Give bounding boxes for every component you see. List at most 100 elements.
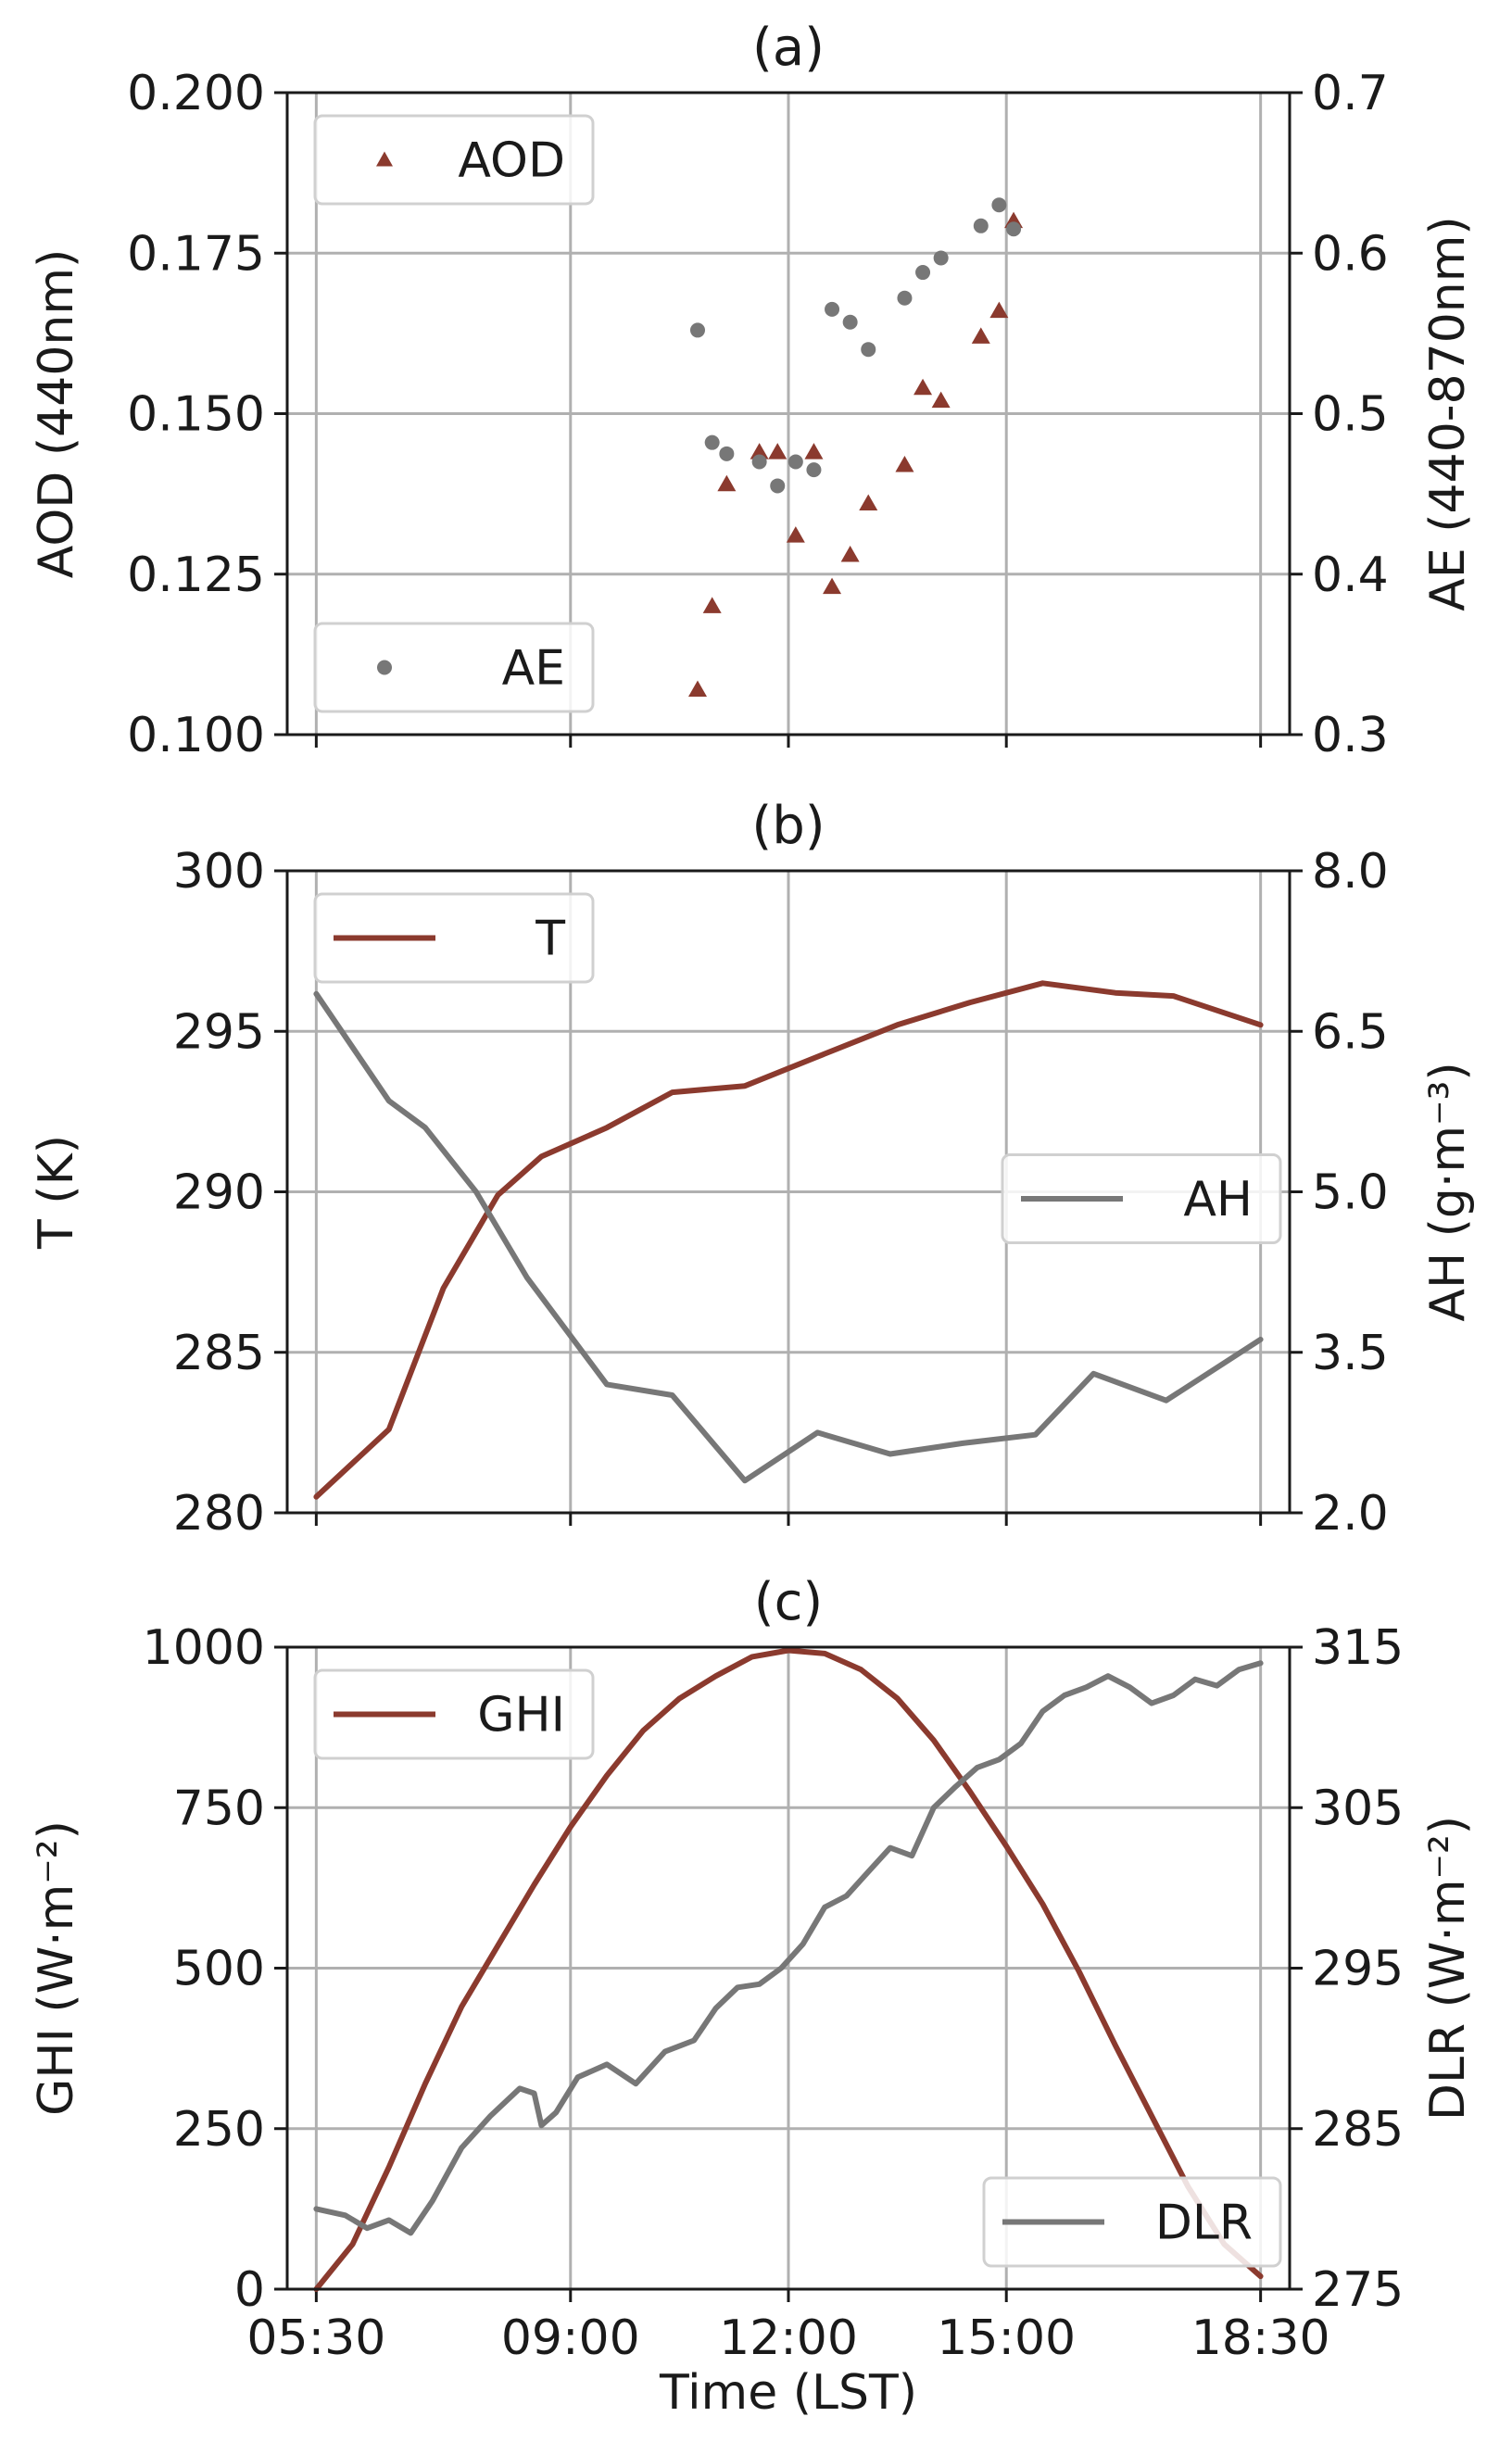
ghi-line (313, 1647, 1264, 2292)
y-left-tick-label: 290 (173, 1165, 265, 1221)
legend-box (313, 892, 595, 984)
panel-c: (c) 0 250 500 750 1000 275 285 295 305 315 05:30 09:… (29, 1572, 1476, 2366)
y-left-axis-label: GHI (W·m⁻²) (29, 1820, 84, 2116)
plot-frame (285, 1645, 1292, 2291)
panel-title: (b) (751, 796, 825, 856)
x-tick-label: 18:30 (1191, 2310, 1330, 2366)
y-right-tick-label: 275 (1312, 2262, 1404, 2318)
y-left-tick-label: 285 (173, 1326, 265, 1381)
y-right-tick-label: 295 (1312, 1942, 1404, 1997)
aod-point (859, 494, 878, 511)
y-left-axis-label: AOD (440nm) (29, 249, 84, 579)
aod-point (702, 597, 722, 613)
legend-t: T (313, 892, 595, 984)
ah-line (313, 990, 1264, 1484)
legend-box (313, 622, 595, 713)
y-left-tick-label: 300 (173, 844, 265, 900)
aod-point (823, 577, 842, 595)
legend-label: T (535, 912, 565, 967)
y-left-tick-label: 280 (173, 1486, 265, 1542)
plot-frame (285, 91, 1292, 736)
y-left-tick-label: 0.100 (127, 708, 265, 763)
series-ah (313, 990, 1264, 1484)
series-aod (687, 211, 1024, 697)
legend-ghi: GHI (313, 1668, 595, 1760)
legend-label: AE (502, 641, 565, 697)
y-right-tick-label: 305 (1312, 1781, 1404, 1836)
aod-point (914, 378, 933, 396)
ae-point (788, 454, 803, 470)
y-left-tick-label: 0.150 (127, 387, 265, 443)
y-right-tick-label: 0.3 (1312, 708, 1389, 763)
y-left-tick-label: 0.125 (127, 548, 265, 603)
x-axis-label: Time (LST) (659, 2365, 917, 2421)
y-right-axis-label: AE (440-870nm) (1420, 216, 1476, 610)
legend-dlr: DLR (982, 2176, 1282, 2268)
y-right-tick-label: 315 (1312, 1620, 1404, 1676)
aod-point (750, 443, 769, 459)
y-right-tick-label: 285 (1312, 2102, 1404, 2158)
legend-box (313, 114, 595, 206)
ae-point (861, 342, 876, 358)
series-ghi (313, 1647, 1264, 2292)
y-left-tick-label: 500 (173, 1942, 265, 1997)
legend-ah: AH (1001, 1153, 1282, 1244)
aod-point (804, 443, 824, 459)
dlr-line (313, 1660, 1264, 2236)
ae-point (806, 462, 822, 478)
legend-triangle-icon (376, 151, 393, 167)
aod-point (768, 443, 788, 459)
aod-point (786, 526, 805, 543)
ae-point (719, 446, 735, 461)
legend-box (313, 1668, 595, 1760)
series-ae (689, 197, 1022, 494)
y-right-axis-label: AH (g·m⁻³) (1420, 1062, 1476, 1321)
aod-point (971, 327, 990, 344)
y-right-tick-label: 0.4 (1312, 548, 1389, 603)
aod-point (840, 545, 860, 562)
series-dlr (313, 1660, 1264, 2236)
aod-point (717, 474, 737, 492)
y-left-tick-label: 0 (234, 2262, 265, 2318)
y-left-tick-label: 295 (173, 1004, 265, 1060)
legend-box (1001, 1153, 1282, 1244)
y-left-tick-label: 0.175 (127, 226, 265, 282)
y-left-tick-label: 0.200 (127, 66, 265, 121)
ae-point (897, 290, 913, 306)
t-line (313, 980, 1264, 1500)
aod-point (989, 301, 1009, 319)
aod-point (931, 391, 951, 409)
ae-point (991, 197, 1007, 213)
legend-label: AH (1183, 1172, 1253, 1227)
y-left-tick-label: 1000 (143, 1620, 265, 1676)
panel-title: (c) (754, 1572, 823, 1632)
legend-circle-icon (377, 660, 392, 675)
plot-frame (285, 869, 1292, 1515)
y-right-tick-label: 8.0 (1312, 844, 1389, 900)
y-left-tick-label: 750 (173, 1781, 265, 1836)
panel-a: (a) 0.100 0.125 0.150 0.175 0.200 0.3 0.4 0.5 0.6… (29, 18, 1476, 763)
y-left-axis-label: T (K) (29, 1135, 84, 1250)
panel-b: (b) 280 285 290 295 300 2.0 3.5 5.0 6.5 8.0 T (K) AH… (29, 796, 1476, 1542)
ae-point (842, 314, 858, 330)
y-right-tick-label: 5.0 (1312, 1165, 1389, 1221)
x-tick-label: 15:00 (937, 2310, 1076, 2366)
y-right-tick-label: 2.0 (1312, 1486, 1389, 1542)
panel-title: (a) (752, 18, 825, 78)
legend-ae: AE (313, 622, 595, 713)
ae-point (915, 265, 931, 281)
aod-point (895, 455, 914, 472)
y-right-axis-label: DLR (W·m⁻²) (1420, 1816, 1476, 2121)
y-right-tick-label: 0.6 (1312, 226, 1389, 282)
legend-label: DLR (1155, 2196, 1253, 2251)
ae-point (689, 322, 705, 338)
y-right-tick-label: 6.5 (1312, 1004, 1389, 1060)
ae-point (770, 478, 786, 494)
ae-point (1006, 221, 1022, 237)
legend-aod: AOD (313, 114, 595, 206)
x-tick-label: 05:30 (246, 2310, 385, 2366)
series-t (313, 980, 1264, 1500)
y-right-tick-label: 0.7 (1312, 66, 1389, 121)
ae-point (933, 250, 949, 266)
x-tick-label: 12:00 (719, 2310, 858, 2366)
